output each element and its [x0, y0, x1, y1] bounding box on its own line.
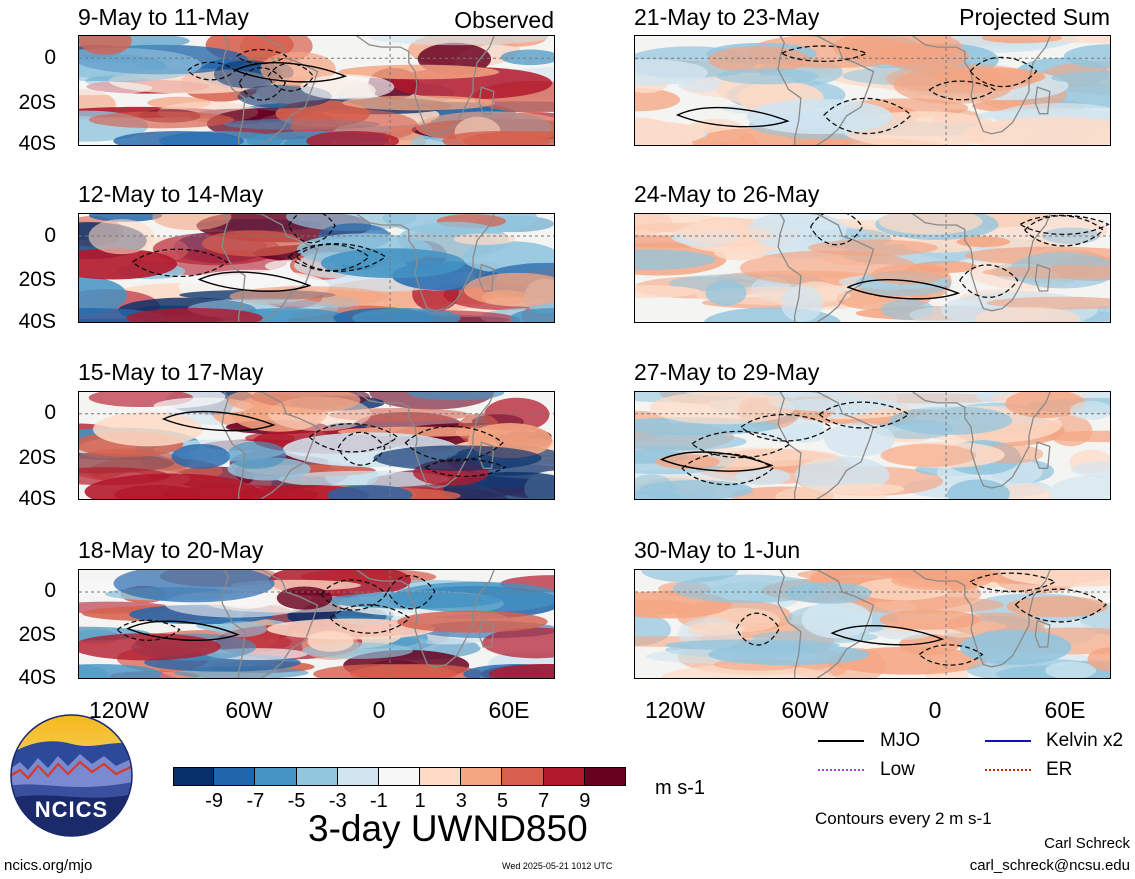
colorbar-swatch	[337, 767, 379, 786]
lat-tick-label: 20S	[18, 91, 56, 114]
lat-tick-label: 20S	[18, 446, 56, 469]
lon-tick-label: 60W	[225, 697, 273, 723]
lat-tick-label: 0	[44, 46, 56, 69]
lat-tick-label: 40S	[18, 487, 56, 510]
colorbar-label: -3	[328, 790, 347, 812]
legend-mjo-line	[818, 740, 864, 742]
contour-note: Contours every 2 m s-1	[815, 809, 992, 828]
footer-email[interactable]: carl_schreck@ncsu.edu	[969, 857, 1130, 874]
map-panel	[634, 569, 1111, 679]
panel-title: 24-May to 26-May	[634, 181, 820, 207]
lon-tick-label: 120W	[88, 697, 150, 723]
lon-tick-label: 60E	[1044, 697, 1086, 723]
panel-title: 27-May to 29-May	[634, 359, 820, 385]
colorbar-label: 9	[579, 790, 591, 812]
colorbar-swatch	[173, 767, 215, 786]
map-panel	[634, 391, 1111, 500]
map-panel	[634, 213, 1111, 323]
lon-tick-label: 60W	[781, 697, 829, 723]
map-panel	[78, 569, 555, 679]
colorbar-swatch	[296, 767, 338, 786]
map-panel	[78, 391, 555, 500]
map-panel	[78, 213, 555, 323]
legend-kelvin-label: Kelvin x2	[1046, 730, 1124, 751]
map-panel	[634, 35, 1111, 146]
legend-low-line	[818, 769, 864, 771]
panel-title: 12-May to 14-May	[78, 181, 264, 207]
footer-author: Carl Schreck	[1044, 835, 1130, 852]
colorbar-swatch	[255, 767, 297, 786]
map-panel	[78, 35, 555, 146]
colorbar-swatch	[378, 767, 421, 786]
main-title: 3-day UWND850	[308, 808, 588, 849]
legend-er-line	[985, 769, 1031, 771]
footer-url[interactable]: ncics.org/mjo	[4, 857, 93, 874]
lon-tick-label: 0	[372, 697, 386, 723]
observed-label: Observed	[454, 7, 554, 33]
colorbar-swatch	[420, 767, 462, 786]
lat-tick-label: 40S	[18, 310, 56, 333]
lon-tick-label: 120W	[644, 697, 706, 723]
colorbar-label: 1	[414, 790, 426, 812]
legend-er-label: ER	[1046, 759, 1073, 780]
lon-tick-label: 60E	[488, 697, 530, 723]
colorbar-label: -7	[246, 790, 265, 812]
projected-label: Projected Sum	[959, 4, 1110, 30]
panel-title: 21-May to 23-May	[634, 4, 820, 30]
panel-title: 30-May to 1-Jun	[634, 537, 801, 563]
colorbar-label: 7	[538, 790, 550, 812]
legend-mjo-label: MJO	[880, 730, 921, 751]
lon-tick-label: 0	[928, 697, 942, 723]
colorbar: -9 -7 -5 -3 -1 1 3 5 7 9	[173, 767, 626, 811]
colorbar-swatch	[502, 767, 544, 786]
colorbar-swatch	[543, 767, 585, 786]
footer-timestamp: Wed 2025-05-21 1012 UTC	[502, 861, 613, 871]
lat-tick-label: 0	[44, 579, 56, 602]
colorbar-label: -9	[205, 790, 224, 812]
colorbar-swatch	[214, 767, 256, 786]
colorbar-label: 5	[496, 790, 509, 812]
colorbar-label: -1	[370, 790, 388, 812]
colorbar-swatch	[461, 767, 503, 786]
logo-text: NCICS	[34, 797, 109, 822]
colorbar-label: 3	[455, 790, 467, 812]
legend-low-label: Low	[880, 759, 915, 780]
panel-title: 15-May to 17-May	[78, 359, 264, 385]
ncics-logo: NCICS	[10, 714, 133, 837]
legend-kelvin-line	[985, 740, 1031, 742]
colorbar-units: m s-1	[655, 777, 705, 799]
lat-tick-label: 0	[44, 224, 56, 247]
panel-title: 9-May to 11-May	[78, 4, 249, 30]
panel-title: 18-May to 20-May	[78, 537, 264, 563]
lat-tick-label: 20S	[18, 268, 56, 291]
lat-tick-label: 20S	[18, 623, 56, 646]
lat-tick-label: 40S	[18, 666, 56, 689]
lat-tick-label: 0	[44, 401, 56, 424]
colorbar-label: -5	[287, 790, 306, 812]
lat-tick-label: 40S	[18, 132, 56, 155]
colorbar-swatch	[584, 767, 626, 786]
